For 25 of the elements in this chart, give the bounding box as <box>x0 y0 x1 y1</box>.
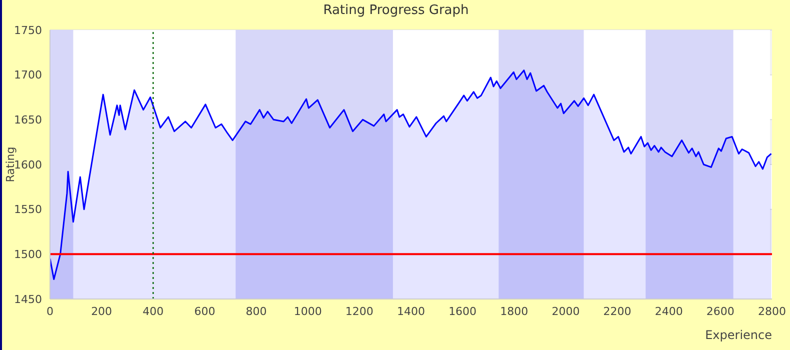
y-tick-label: 1700 <box>14 68 42 82</box>
y-tick-label: 1600 <box>14 158 42 172</box>
x-tick-label: 1600 <box>448 304 477 318</box>
x-axis-title: Experience <box>705 328 772 342</box>
x-tick-label: 200 <box>91 304 112 318</box>
y-tick-label: 1500 <box>14 248 42 262</box>
y-axis-title: Rating <box>4 146 17 182</box>
x-tick-label: 2800 <box>758 304 786 318</box>
x-tick-label: 0 <box>46 304 54 318</box>
x-tick-label: 400 <box>142 304 164 318</box>
y-tick-label: 1450 <box>14 292 42 306</box>
x-tick-label: 1000 <box>294 304 322 318</box>
x-tick-label: 2000 <box>552 304 580 318</box>
y-tick-label: 1650 <box>14 114 42 127</box>
y-tick-label: 1750 <box>14 24 42 37</box>
x-tick-label: 2200 <box>603 304 632 318</box>
x-tick-label: 600 <box>194 304 216 318</box>
y-tick-label: 1550 <box>14 203 42 216</box>
chart-title: Rating Progress Graph <box>322 3 470 18</box>
x-tick-label: 1800 <box>500 304 528 318</box>
x-tick-label: 800 <box>246 304 267 318</box>
x-tick-label: 1200 <box>345 304 374 318</box>
x-tick-label: 1400 <box>397 304 425 318</box>
x-tick-label: 2400 <box>654 304 683 318</box>
x-tick-label: 2600 <box>706 304 734 318</box>
